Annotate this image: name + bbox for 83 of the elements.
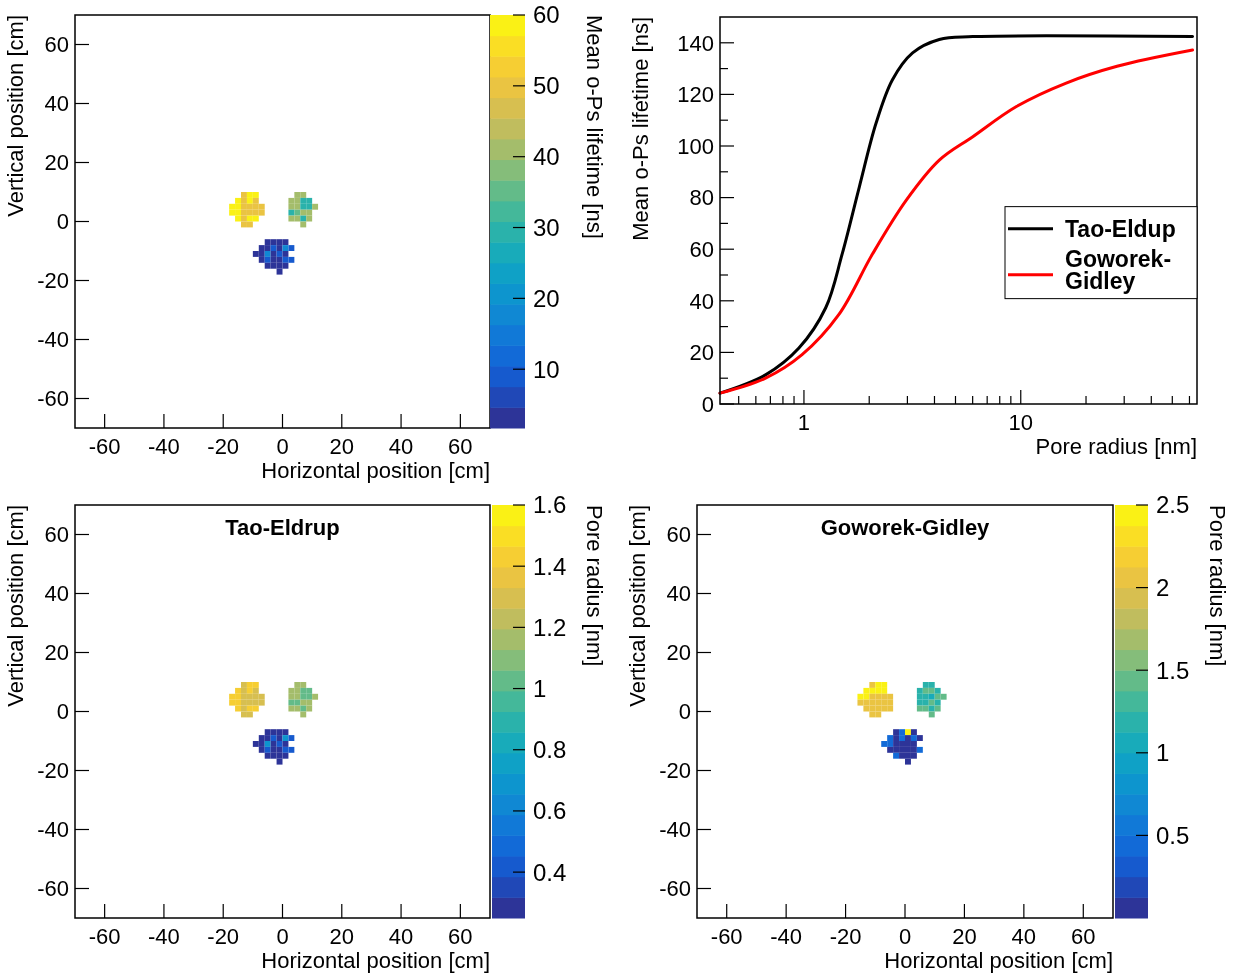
x-tick-label: -60 <box>88 924 121 949</box>
color-bar-label: 10 <box>533 355 560 383</box>
color-bar-label: 0.4 <box>533 858 567 886</box>
x-tick-label: 40 <box>1011 924 1037 949</box>
x-tick-label: 0 <box>276 924 289 949</box>
y-tick-label: 40 <box>689 288 714 314</box>
color-bar-title: Pore radius [nm] <box>1205 505 1230 667</box>
x-tick-label: 60 <box>448 434 473 459</box>
color-bar-label: 1 <box>533 674 547 702</box>
text: Tao-Eldrup <box>225 515 340 540</box>
y-tick-label: 120 <box>677 82 714 108</box>
x-tick-label: 40 <box>388 434 414 459</box>
x-tick-label: -40 <box>148 924 180 949</box>
y-tick-label: -60 <box>37 386 69 412</box>
y-tick-label: 20 <box>689 340 714 366</box>
color-bar-label: 30 <box>533 213 560 241</box>
x-tick-label: 0 <box>276 434 289 459</box>
y-tick-label: -20 <box>37 268 69 294</box>
y-tick-label: -20 <box>659 758 691 784</box>
y-tick-label: 60 <box>689 236 714 262</box>
y-tick-label: 40 <box>44 581 69 607</box>
color-bar-label: 20 <box>533 284 560 312</box>
x-tick-label: 60 <box>448 924 473 949</box>
color-bar-label: 50 <box>533 72 560 100</box>
color-bar-label: 2 <box>1156 574 1170 601</box>
x-tick-label: -40 <box>148 434 180 459</box>
x-axis-title: Horizontal position [cm] <box>884 948 1113 973</box>
y-tick-label: 60 <box>666 522 691 548</box>
y-tick-label: 20 <box>44 640 69 666</box>
y-tick-label: 60 <box>44 522 69 548</box>
legend-label: Tao-Eldup <box>1065 215 1176 242</box>
y-tick-label: 0 <box>56 209 69 235</box>
y-axis-title: Vertical position [cm] <box>625 505 650 707</box>
x-tick-label: 0 <box>898 924 912 949</box>
y-axis-title: Vertical position [cm] <box>3 505 28 707</box>
color-bar-label: 0.6 <box>533 797 567 825</box>
x-tick-label: 40 <box>388 924 414 949</box>
x-axis-title: Horizontal position [cm] <box>261 948 490 973</box>
x-tick-label: -60 <box>710 924 743 949</box>
color-bar-title: Mean o-Ps lifetime [ns] <box>582 15 607 239</box>
color-bar-label: 1.5 <box>1156 656 1190 684</box>
y-axis-title: Mean o-Ps lifetime [ns] <box>628 17 653 241</box>
y-tick-label: 80 <box>689 185 714 211</box>
y-tick-label: 100 <box>677 133 714 159</box>
y-tick-label: 60 <box>44 32 69 58</box>
color-bar-label: 40 <box>533 143 560 171</box>
y-tick-label: 20 <box>44 150 69 176</box>
color-bar-label: 1.2 <box>533 613 567 641</box>
color-bar-label: 60 <box>533 1 560 29</box>
x-tick-label: 20 <box>952 924 977 949</box>
text: Goworek-Gidley <box>820 515 991 540</box>
color-bar-label: 2.5 <box>1156 491 1190 519</box>
x-tick-label: -20 <box>829 924 862 949</box>
legend-label: Goworek-Gidley <box>1065 245 1172 294</box>
x-tick-label: -60 <box>88 434 121 459</box>
y-tick-label: 0 <box>56 699 69 725</box>
x-axis-title: Horizontal position [cm] <box>261 458 490 483</box>
x-tick-label: 60 <box>1071 924 1096 949</box>
color-bar-title: Pore radius [nm] <box>582 505 607 667</box>
color-bar-label: 1.4 <box>533 552 567 580</box>
y-tick-label: -60 <box>659 876 691 902</box>
color-bar-label: 1 <box>1156 739 1170 767</box>
y-tick-label: -40 <box>37 817 69 843</box>
color-bar-label: 0.5 <box>1156 821 1190 849</box>
y-tick-label: -20 <box>37 758 69 784</box>
x-tick-label: -40 <box>770 924 803 949</box>
y-tick-label: -40 <box>37 327 69 353</box>
color-bar-label: 0.8 <box>533 736 567 764</box>
x-axis-title: Pore radius [nm] <box>1035 434 1197 459</box>
color-bar-label: 1.6 <box>533 491 567 519</box>
y-tick-label: -60 <box>37 876 69 902</box>
y-tick-label: -40 <box>659 817 691 843</box>
y-tick-label: 40 <box>666 581 691 607</box>
y-axis-title: Vertical position [cm] <box>3 15 28 217</box>
x-tick-label: -20 <box>207 924 240 949</box>
x-tick-label: 20 <box>329 434 355 459</box>
x-tick-label: 20 <box>329 924 355 949</box>
y-tick-label: 20 <box>666 640 691 666</box>
y-tick-label: 140 <box>677 30 714 56</box>
y-tick-label: 0 <box>701 391 714 417</box>
y-tick-label: 0 <box>678 699 691 725</box>
x-tick-label: -20 <box>207 434 240 459</box>
y-tick-label: 40 <box>44 91 69 117</box>
